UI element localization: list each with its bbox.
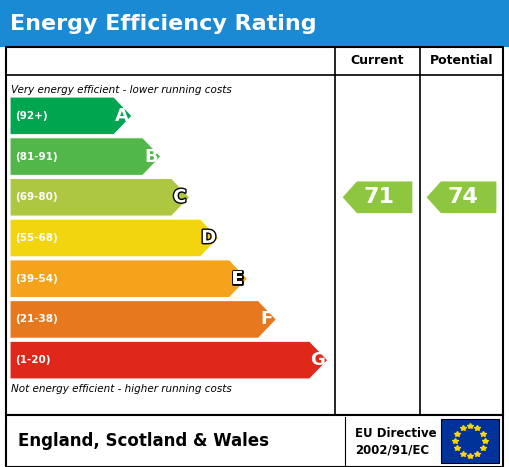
Text: Not energy efficient - higher running costs: Not energy efficient - higher running co… bbox=[11, 384, 232, 394]
Polygon shape bbox=[10, 301, 276, 338]
Text: 2002/91/EC: 2002/91/EC bbox=[355, 444, 429, 457]
Text: C: C bbox=[173, 188, 186, 206]
Text: (69-80): (69-80) bbox=[15, 192, 58, 202]
Text: Very energy efficient - lower running costs: Very energy efficient - lower running co… bbox=[11, 85, 232, 95]
Text: 71: 71 bbox=[363, 187, 394, 207]
Polygon shape bbox=[343, 182, 412, 213]
Bar bbox=[441, 419, 499, 463]
Text: (1-20): (1-20) bbox=[15, 355, 50, 365]
Text: EU Directive: EU Directive bbox=[355, 427, 437, 440]
Text: A: A bbox=[115, 107, 129, 125]
Text: (39-54): (39-54) bbox=[15, 274, 58, 284]
Text: E: E bbox=[232, 270, 244, 288]
Text: F: F bbox=[260, 311, 273, 328]
Text: Energy Efficiency Rating: Energy Efficiency Rating bbox=[10, 14, 317, 34]
Polygon shape bbox=[427, 182, 496, 213]
Text: (55-68): (55-68) bbox=[15, 233, 58, 243]
Text: G: G bbox=[310, 351, 325, 369]
Polygon shape bbox=[10, 219, 219, 257]
Polygon shape bbox=[10, 97, 132, 134]
Text: (81-91): (81-91) bbox=[15, 152, 58, 162]
Polygon shape bbox=[10, 178, 190, 216]
Text: B: B bbox=[144, 148, 158, 166]
Text: Potential: Potential bbox=[430, 55, 493, 68]
Bar bbox=[6, 47, 503, 415]
Polygon shape bbox=[10, 260, 247, 297]
Text: D: D bbox=[201, 229, 216, 247]
Bar bbox=[0, 0, 509, 47]
Text: England, Scotland & Wales: England, Scotland & Wales bbox=[18, 432, 269, 450]
Polygon shape bbox=[10, 341, 328, 379]
Text: (21-38): (21-38) bbox=[15, 314, 58, 325]
Text: Current: Current bbox=[351, 55, 404, 68]
Bar bbox=[6, 415, 503, 467]
Polygon shape bbox=[10, 138, 161, 176]
Text: (92+): (92+) bbox=[15, 111, 48, 121]
Text: 74: 74 bbox=[447, 187, 478, 207]
